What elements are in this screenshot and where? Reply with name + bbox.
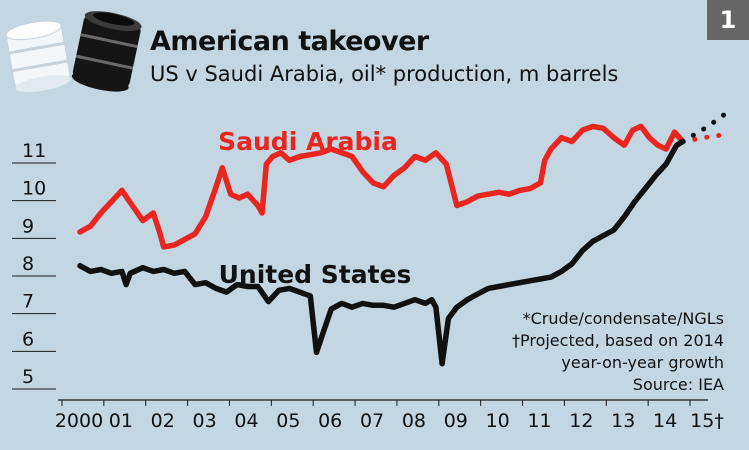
footnote-projection-cont: year-on-year growth [561, 353, 724, 372]
chart-title: American takeover [150, 26, 429, 57]
y-tick-label-9: 9 [22, 215, 34, 237]
series-label-saudi-arabia: Saudi Arabia [218, 127, 398, 156]
x-tick-label-02: 02 [151, 410, 175, 432]
oil-barrels-icon [5, 11, 142, 92]
series-line-saudi-arabia [77, 123, 686, 250]
x-tick-label-12: 12 [569, 410, 593, 432]
y-tick-label-7: 7 [22, 291, 34, 313]
y-tick-label-11: 11 [22, 140, 46, 162]
x-tick-label-07: 07 [360, 410, 384, 432]
x-tick-label-15†: 15† [690, 410, 724, 432]
series-label-united-states: United States [219, 260, 412, 289]
x-tick-label-14: 14 [653, 410, 677, 432]
footnote-projection: †Projected, based on 2014 [511, 331, 724, 350]
y-tick-label-8: 8 [22, 253, 34, 275]
series-line-united-states [77, 138, 686, 367]
projection-line-united-states [680, 108, 732, 144]
y-tick-label-5: 5 [22, 366, 34, 388]
x-tick-label-05: 05 [276, 410, 300, 432]
x-tick-label-2000: 2000 [55, 410, 103, 432]
footnotes: *Crude/condensate/NGLs †Projected, based… [480, 308, 724, 396]
x-tick-label-09: 09 [444, 410, 468, 432]
x-tick-label-10: 10 [486, 410, 510, 432]
footnote-source: Source: IEA [632, 375, 724, 394]
x-tick-label-03: 03 [193, 410, 217, 432]
y-tick-label-6: 6 [22, 328, 34, 350]
x-tick-label-06: 06 [318, 410, 342, 432]
x-tick-label-13: 13 [611, 410, 635, 432]
x-axis: 2000 01 02 03 04 05 06 07 08 09 10 11 12 13 14 15† [55, 399, 724, 432]
series-lines: Saudi Arabia United States [77, 108, 732, 367]
footnote-definition: *Crude/condensate/NGLs [522, 309, 724, 328]
chart-subtitle: US v Saudi Arabia, oil* production, m ba… [150, 62, 619, 86]
y-axis: 5 6 7 8 9 10 11 [22, 140, 46, 388]
x-tick-label-01: 01 [109, 410, 133, 432]
x-tick-label-08: 08 [402, 410, 426, 432]
chart-number-badge: 1 [707, 0, 749, 40]
projection-line-saudi-arabia [680, 131, 732, 144]
y-tick-label-10: 10 [22, 178, 46, 200]
x-tick-label-04: 04 [234, 410, 258, 432]
x-tick-label-11: 11 [527, 410, 551, 432]
grid-lines [12, 162, 56, 390]
